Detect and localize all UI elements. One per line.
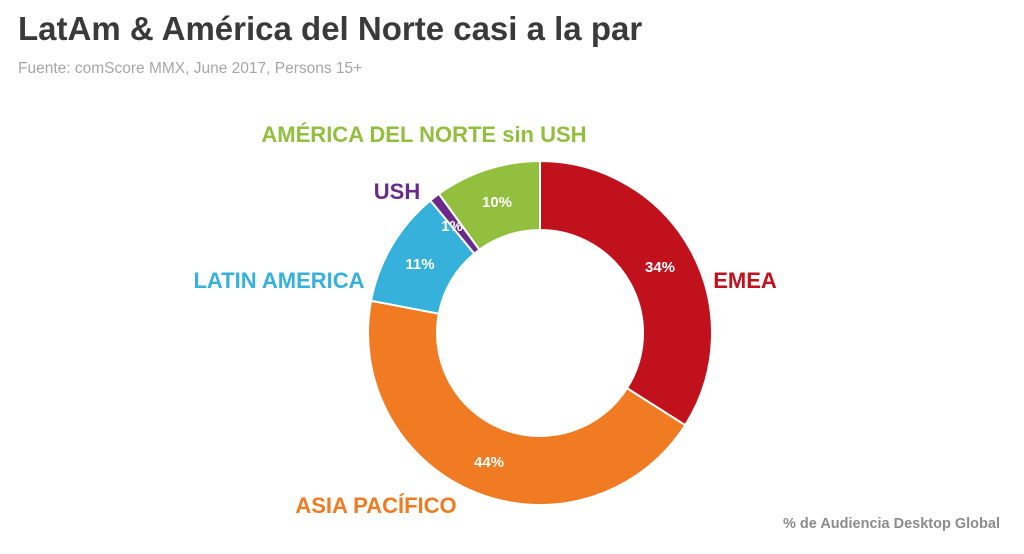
value-label: 34% bbox=[645, 259, 675, 276]
chart-title: LatAm & América del Norte casi a la par bbox=[18, 10, 643, 47]
category-label: AMÉRICA DEL NORTE sin USH bbox=[261, 122, 586, 147]
value-labels: 34% 44% 11% 1% 10% bbox=[405, 194, 675, 471]
category-label: EMEA bbox=[713, 268, 777, 293]
value-label: 1% bbox=[441, 218, 463, 235]
value-label: 44% bbox=[474, 454, 504, 471]
donut-slices bbox=[367, 159, 713, 506]
category-labels: EMEA ASIA PACÍFICO LATIN AMERICA USH AMÉRICA… bbox=[193, 122, 776, 518]
category-label: LATIN AMERICA bbox=[193, 268, 364, 293]
chart-footnote: % de Audiencia Desktop Global bbox=[782, 516, 1000, 532]
donut-slice-am-rica-del-norte-sin-ush bbox=[437, 159, 541, 252]
donut-slice-emea bbox=[539, 159, 713, 427]
donut-slice-asia-pac-fico bbox=[367, 299, 687, 506]
category-label: ASIA PACÍFICO bbox=[295, 493, 456, 518]
category-label: USH bbox=[374, 179, 420, 204]
value-label: 11% bbox=[405, 256, 434, 273]
value-label: 10% bbox=[482, 194, 512, 211]
chart-subtitle: Fuente: comScore MMX, June 2017, Persons… bbox=[18, 60, 363, 77]
